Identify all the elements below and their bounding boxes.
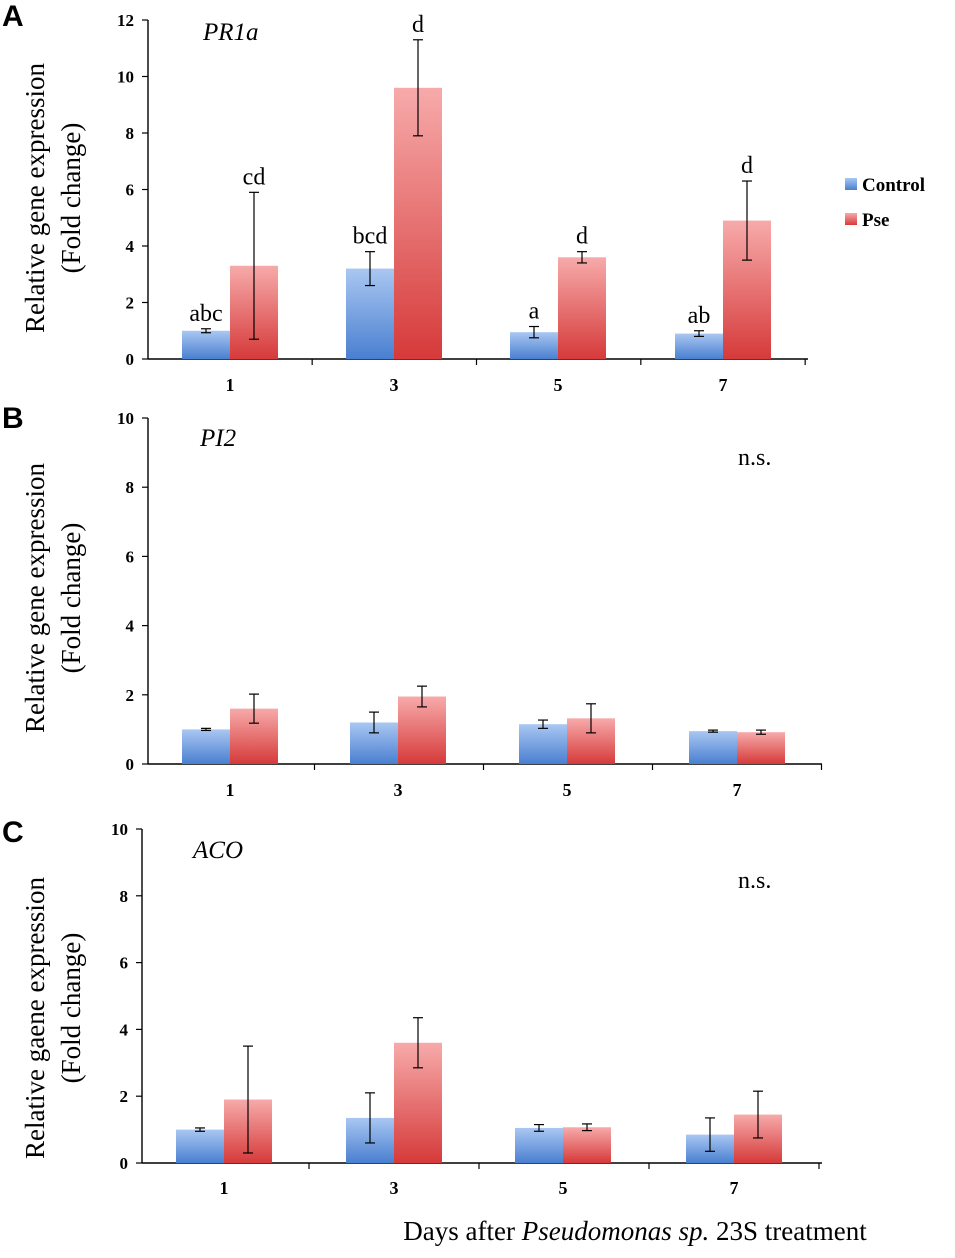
significance-letter: cd (243, 164, 266, 190)
significance-letter: bcd (353, 224, 388, 250)
significance-letter: a (529, 299, 540, 325)
x-category-label: 7 (719, 375, 728, 395)
control-bar (176, 1129, 224, 1163)
control-bar (675, 333, 723, 359)
significance-letter: d (741, 153, 753, 179)
panel-letter-a: A (2, 0, 24, 33)
x-category-label: 7 (730, 1178, 739, 1198)
y-label-c-line1: Relative gaene expression (20, 877, 50, 1159)
x-category-label: 5 (559, 1178, 568, 1198)
pse-bar (737, 732, 785, 764)
y-tick-label: 2 (126, 686, 135, 705)
pse-bar (558, 257, 606, 359)
y-tick-label: 2 (120, 1087, 129, 1106)
y-tick-label: 2 (126, 294, 135, 313)
x-category-label: 1 (220, 1178, 229, 1198)
x-caption-species: Pseudomonas sp. (521, 1216, 710, 1246)
panel-a-plot: 0 2 4 6 8 10 12 1 3 5 7 abc bcd a ab cd d d d (117, 11, 808, 395)
y-label-c-line2: (Fold change) (56, 933, 86, 1084)
legend-label-control: Control (862, 175, 925, 196)
x-category-label: 1 (226, 780, 235, 800)
y-label-b-line2: (Fold change) (56, 523, 86, 674)
legend-swatch-control (845, 178, 857, 190)
y-tick-label: 0 (126, 755, 135, 774)
ns-annotation-b: n.s. (738, 445, 771, 471)
gene-title-aco: ACO (191, 837, 243, 864)
panel-c-plot: 0 2 4 6 8 10 1 3 5 7 (111, 820, 822, 1198)
gene-title-pr1a: PR1a (202, 19, 259, 46)
control-bar (182, 729, 230, 764)
y-tick-label: 4 (126, 617, 135, 636)
x-axis-caption: Days after Pseudomonas sp. 23S treatment (403, 1216, 867, 1246)
x-category-label: 7 (733, 780, 742, 800)
gene-title-pi2: PI2 (199, 425, 236, 452)
panel-letter-b: B (2, 402, 24, 435)
x-category-label: 3 (390, 375, 399, 395)
x-category-label: 1 (226, 375, 235, 395)
significance-letter: abc (189, 301, 222, 327)
y-tick-label: 4 (120, 1020, 129, 1039)
y-tick-label: 6 (126, 181, 135, 200)
y-tick-label: 4 (126, 237, 135, 256)
legend-label-pse: Pse (862, 210, 889, 231)
significance-letter: ab (688, 303, 711, 329)
y-label-b-line1: Relative gene expression (20, 463, 50, 733)
x-caption-prefix: Days after (403, 1216, 521, 1246)
x-caption-suffix: 23S treatment (709, 1216, 867, 1246)
y-tick-label: 6 (126, 547, 135, 566)
y-label-a-line1: Relative gene expression (20, 63, 50, 333)
y-tick-label: 0 (126, 350, 135, 369)
panel-letter-c: C (2, 816, 24, 849)
y-tick-label: 8 (126, 124, 135, 143)
x-category-label: 3 (390, 1178, 399, 1198)
y-tick-label: 6 (120, 954, 129, 973)
pse-bar (563, 1127, 611, 1163)
pse-bar (398, 696, 446, 764)
y-tick-label: 10 (117, 68, 134, 87)
control-bar (689, 731, 737, 764)
significance-letter: d (576, 224, 588, 250)
y-tick-label: 8 (126, 478, 135, 497)
control-bar (515, 1127, 563, 1163)
x-category-label: 5 (554, 375, 563, 395)
y-tick-label: 10 (117, 409, 134, 428)
control-bar (182, 330, 230, 359)
y-tick-label: 12 (117, 11, 134, 30)
legend-swatch-pse (845, 213, 857, 225)
y-tick-label: 8 (120, 887, 129, 906)
control-bar (519, 724, 567, 764)
panel-b-plot: 0 2 4 6 8 10 1 3 5 7 (117, 409, 823, 800)
ns-annotation-c: n.s. (738, 868, 771, 894)
significance-letter: d (412, 12, 424, 38)
x-category-label: 3 (394, 780, 403, 800)
x-category-label: 5 (563, 780, 572, 800)
y-label-a-line2: (Fold change) (56, 123, 86, 274)
y-tick-label: 10 (111, 820, 128, 839)
y-tick-label: 0 (120, 1154, 129, 1173)
